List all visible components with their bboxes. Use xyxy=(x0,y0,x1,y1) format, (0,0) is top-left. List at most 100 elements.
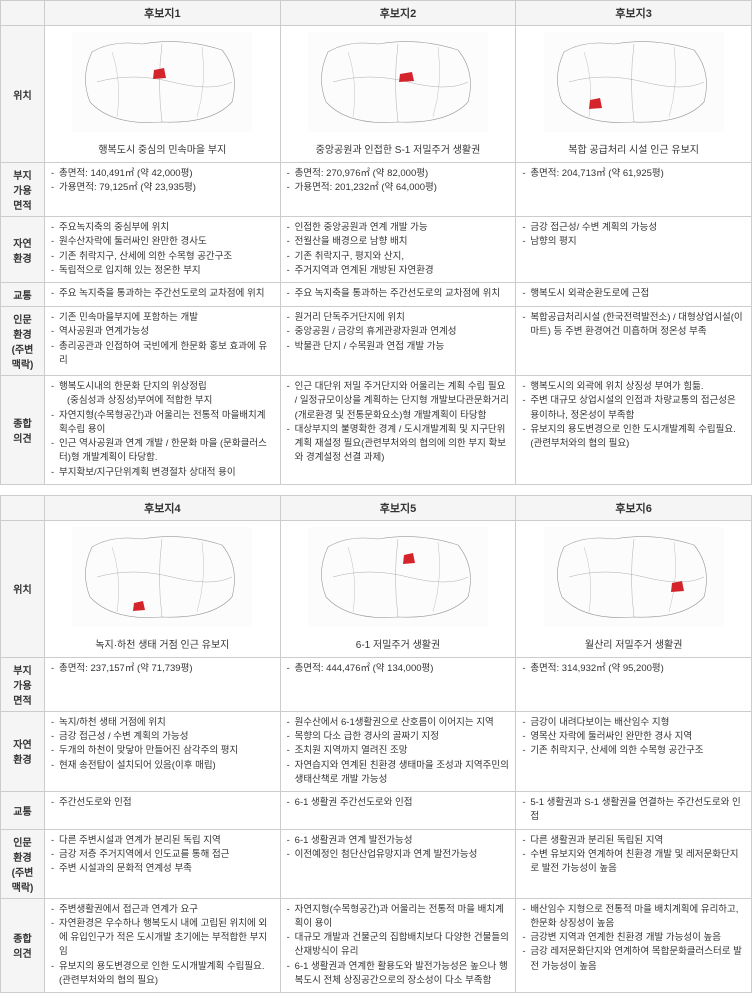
overall-cell-3: 배산임수 지형으로 전통적 마을 배치계획에 유리하고, 한문화 상징성이 높음… xyxy=(516,898,752,993)
row-label: 인문환경(주변맥락) xyxy=(1,307,45,376)
area-row: 부지가용면적 총면적: 237,157㎡ (약 71,739평) 총면적: 444,… xyxy=(1,657,752,711)
area-cell-2: 총면적: 444,476㎡ (약 134,000평) xyxy=(280,657,516,711)
list-item: 다른 주변시설과 연계가 분리된 독립 지역 xyxy=(51,834,274,848)
row-label: 교통 xyxy=(1,283,45,307)
list-item: 영목산 자락에 둘러싸인 완만한 경사 지역 xyxy=(522,730,745,744)
list-item: 원수산자락에 둘러싸인 완만한 경사도 xyxy=(51,235,274,249)
list-item: 인근 대단위 저밀 주거단지와 어울리는 계획 수립 필요 / 일정규모이상을 … xyxy=(287,380,510,423)
row-label: 부지가용면적 xyxy=(1,163,45,217)
list-item: 총면적: 314,932㎡ (약 95,200평) xyxy=(522,662,745,676)
list-item: 원거리 단독주거단지에 위치 xyxy=(287,311,510,325)
map-caption: 복합 공급처리 시설 인근 유보지 xyxy=(522,141,745,156)
table2-body: 위치 녹지·하천 생태 거점 인근 유보지 6-1 저밀주거 생활권 월산리 저… xyxy=(1,520,752,992)
list-item: 현재 송전탑이 설치되어 있음(이후 매립) xyxy=(51,759,274,773)
row-label: 종합의견 xyxy=(1,898,45,993)
list-item: 두개의 하천이 맞닿아 만들어진 삼각주의 평지 xyxy=(51,744,274,758)
map-caption: 중앙공원과 인접한 S-1 저밀주거 생활권 xyxy=(287,141,510,156)
location-cell-2: 중앙공원과 인접한 S-1 저밀주거 생활권 xyxy=(280,26,516,163)
row-label: 자연환경 xyxy=(1,217,45,283)
overall-cell-3: 행복도시의 외곽에 위치 상징성 부여가 힘듦.주변 대규모 상업시설의 인접과… xyxy=(516,376,752,485)
list-item: 주요녹지축의 중심부에 위치 xyxy=(51,221,274,235)
list-item: 중앙공원 / 금강의 휴게관광자원과 연계성 xyxy=(287,325,510,339)
humanity-cell-3: 다른 생활권과 분리된 독립된 지역수변 유보지와 연계하여 친환경 개발 및 … xyxy=(516,829,752,898)
list-item: 금강 접근성 / 수변 계획의 가능성 xyxy=(51,730,274,744)
list-item: 금강이 내려다보이는 배산임수 지형 xyxy=(522,716,745,730)
list-item: 자연습지와 연계된 친환경 생태마을 조성과 지역주민의 생태산책로 개발 가능… xyxy=(287,759,510,788)
list-item: 인접한 중앙공원과 연계 개발 가능 xyxy=(287,221,510,235)
list-item: 주요 녹지축을 통과하는 주간선도로의 교차점에 위치 xyxy=(287,287,510,301)
nature-cell-2: 원수산에서 6-1생활권으로 산호름이 이어지는 지역목향의 다소 급한 경사의… xyxy=(280,711,516,791)
list-item: 조치원 지역까지 열려진 조망 xyxy=(287,744,510,758)
traffic-row: 교통 주간선도로와 인접 6-1 생활권 주간선도로와 인접5-1 생활권과 S-1… xyxy=(1,792,752,830)
list-item: 박물관 단지 / 수목원과 연접 개발 가능 xyxy=(287,340,510,354)
col-header-4: 후보지4 xyxy=(45,495,281,520)
list-item: 다른 생활권과 분리된 독립된 지역 xyxy=(522,834,745,848)
list-item: 주요 녹지축을 통과하는 주간선도로의 교차점에 위치 xyxy=(51,287,274,301)
col-header-2: 후보지2 xyxy=(280,1,516,26)
row-label: 교통 xyxy=(1,792,45,830)
list-item: 총면적: 270,976㎡ (약 82,000평) xyxy=(287,167,510,181)
row-label: 인문환경(주변맥락) xyxy=(1,829,45,898)
overall-row: 종합의견행복도시내의 한문화 단지의 위상정립(중심성과 상징성)부여에 적합한… xyxy=(1,376,752,485)
list-item: 대상부지의 불명확한 경계 / 도시개발계획 및 지구단위계획 재설정 필요(관… xyxy=(287,423,510,466)
humanity-row: 인문환경(주변맥락)기존 민속마을부지에 포함하는 개발역사공원과 연계가능성총… xyxy=(1,307,752,376)
overall-cell-2: 인근 대단위 저밀 주거단지와 어울리는 계획 수립 필요 / 일정규모이상을 … xyxy=(280,376,516,485)
list-item: 자연지형(수목형공간)과 어울리는 전통적 마을 배치계획이 용이 xyxy=(287,903,510,932)
list-item: 자연지형(수목형공간)과 어울리는 전통적 마을배치계획수립 용이 xyxy=(51,409,274,438)
nature-cell-3: 금강이 내려다보이는 배산임수 지형영목산 자락에 둘러싸인 완만한 경사 지역… xyxy=(516,711,752,791)
col-header-5: 후보지5 xyxy=(280,495,516,520)
area-cell-1: 총면적: 237,157㎡ (약 71,739평) xyxy=(45,657,281,711)
list-item: 녹지/하천 생태 거점에 위치 xyxy=(51,716,274,730)
list-item: 유보지의 용도변경으로 인한 도시개발계획 수립필요. (관련부처와의 협의 필… xyxy=(522,423,745,452)
traffic-cell-1: 주간선도로와 인접 xyxy=(45,792,281,830)
list-item: 주변생활권에서 접근과 연계가 요구 xyxy=(51,903,274,917)
list-item: 총면적: 140,491㎡ (약 42,000평) xyxy=(51,167,274,181)
row-label: 종합의견 xyxy=(1,376,45,485)
list-item: 주변 대규모 상업시설의 인접과 차량교통의 접근성은 용이하나, 정온성이 부… xyxy=(522,394,745,423)
list-item: 남향의 평지 xyxy=(522,235,745,249)
list-item: 배산임수 지형으로 전통적 마을 배치계획에 유리하고, 한문화 상징성이 높음 xyxy=(522,903,745,932)
traffic-cell-2: 주요 녹지축을 통과하는 주간선도로의 교차점에 위치 xyxy=(280,283,516,307)
location-row: 위치 녹지·하천 생태 거점 인근 유보지 6-1 저밀주거 생활권 월산리 저… xyxy=(1,520,752,657)
area-cell-2: 총면적: 270,976㎡ (약 82,000평)가용면적: 201,232㎡ … xyxy=(280,163,516,217)
list-item: 총면적: 204,713㎡ (약 61,925평) xyxy=(522,167,745,181)
list-item: 인근 역사공원과 연계 개발 / 한문화 마을 (문화클러스터)형 개발계획이 … xyxy=(51,437,274,466)
list-item: 역사공원과 연계가능성 xyxy=(51,325,274,339)
humanity-cell-2: 원거리 단독주거단지에 위치중앙공원 / 금강의 휴게관광자원과 연계성박물관 … xyxy=(280,307,516,376)
area-cell-3: 총면적: 314,932㎡ (약 95,200평) xyxy=(516,657,752,711)
list-item: 복합공급처리시설 (한국전력발전소) / 대형상업시설(이마트) 등 주변 환경… xyxy=(522,311,745,340)
list-item: 금강 레저문화단지와 연계하여 목합문화클러스터로 발전 가능성이 높음 xyxy=(522,945,745,974)
list-item: 총면적: 237,157㎡ (약 71,739평) xyxy=(51,662,274,676)
col-header-1: 후보지1 xyxy=(45,1,281,26)
list-item: 부지확보/지구단위계획 변경절차 상대적 용이 xyxy=(51,466,274,480)
map-caption: 6-1 저밀주거 생활권 xyxy=(287,636,510,651)
list-item: 총면적: 444,476㎡ (약 134,000평) xyxy=(287,662,510,676)
traffic-cell-3: 5-1 생활권과 S-1 생활권을 연결하는 주간선도로와 인접 xyxy=(516,792,752,830)
traffic-cell-2: 6-1 생활권 주간선도로와 인접 xyxy=(280,792,516,830)
list-item: 전월산을 배경으로 남향 배치 xyxy=(287,235,510,249)
nature-cell-1: 녹지/하천 생태 거점에 위치금강 접근성 / 수변 계획의 가능성두개의 하천… xyxy=(45,711,281,791)
nature-cell-3: 금강 접근성/ 수변 계획의 가능성남향의 평지 xyxy=(516,217,752,283)
list-item: 가용면적: 79,125㎡ (약 23,935평) xyxy=(51,181,274,195)
list-item: 주간선도로와 인접 xyxy=(51,796,274,810)
humanity-cell-1: 기존 민속마을부지에 포함하는 개발역사공원과 연계가능성총리공관과 인접하여 … xyxy=(45,307,281,376)
row-label: 위치 xyxy=(1,26,45,163)
col-header-3: 후보지3 xyxy=(516,1,752,26)
list-item: 기존 취락지구, 산세에 의한 수목형 공간구조 xyxy=(51,250,274,264)
traffic-cell-1: 주요 녹지축을 통과하는 주간선도로의 교차점에 위치 xyxy=(45,283,281,307)
list-item: (중심성과 상징성)부여에 적합한 부지 xyxy=(51,394,274,408)
row-label: 부지가용면적 xyxy=(1,657,45,711)
row-label: 자연환경 xyxy=(1,711,45,791)
list-item: 유보지의 용도변경으로 인한 도시개발계획 수립필요. (관련부처와의 협의 필… xyxy=(51,960,274,989)
overall-cell-1: 행복도시내의 한문화 단지의 위상정립(중심성과 상징성)부여에 적합한 부지자… xyxy=(45,376,281,485)
list-item: 6-1 생활권과 연계 발전가능성 xyxy=(287,834,510,848)
list-item: 행복도시내의 한문화 단지의 위상정립 xyxy=(51,380,274,394)
location-cell-2: 6-1 저밀주거 생활권 xyxy=(280,520,516,657)
location-cell-1: 행복도시 중심의 민속마을 부지 xyxy=(45,26,281,163)
list-item: 가용면적: 201,232㎡ (약 64,000평) xyxy=(287,181,510,195)
list-item: 5-1 생활권과 S-1 생활권을 연결하는 주간선도로와 인접 xyxy=(522,796,745,825)
area-cell-1: 총면적: 140,491㎡ (약 42,000평)가용면적: 79,125㎡ (… xyxy=(45,163,281,217)
list-item: 금강 저층 주거지역에서 인도교를 통해 접근 xyxy=(51,848,274,862)
list-item: 기존 취락지구, 산세에 의한 수목형 공간구조 xyxy=(522,744,745,758)
row-label: 위치 xyxy=(1,520,45,657)
